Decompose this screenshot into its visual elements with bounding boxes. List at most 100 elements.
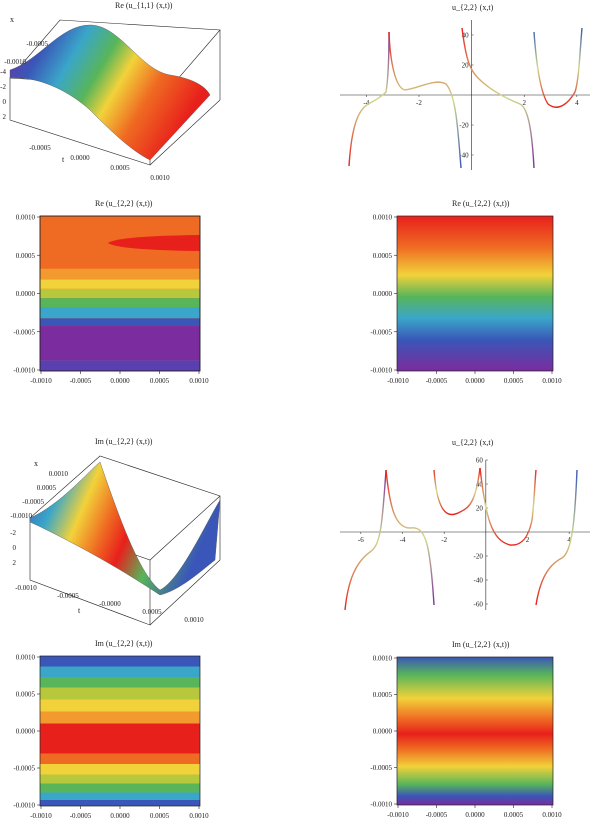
panel-6-branch-c — [433, 467, 481, 516]
panel-1-ztick-label: -4 — [0, 68, 6, 76]
panel-7-ytick-label: 0.0005 — [16, 691, 36, 699]
panel-4-title: Re (u_{2,2} (x,t)) — [452, 199, 510, 208]
panel-5-ttick-label: 0.0005 — [142, 608, 162, 616]
panel-3-band — [40, 268, 200, 280]
panel-8-ytick-label: -0.0005 — [370, 764, 392, 772]
panel-3-band — [40, 279, 200, 289]
panel-4-xtick-label: 0.0005 — [504, 377, 524, 385]
panel-3-xtick-label: -0.0010 — [30, 377, 52, 385]
panel-1-ztick-label: 0 — [3, 98, 7, 106]
panel-6-branch-b — [385, 469, 435, 606]
panel-7-ytick-label: 0.0010 — [16, 654, 36, 662]
panel-5-surface — [29, 461, 221, 596]
panel-7-band — [40, 753, 200, 764]
panel-7-band — [40, 666, 200, 677]
panel-7-band — [40, 800, 200, 806]
panel-2-xtick-label: -2 — [416, 99, 422, 107]
panel-7-title: Im (u_{2,2} (x,t)) — [95, 639, 153, 648]
panel-1-title: Re (u_{1,1} (x,t)) — [115, 1, 173, 10]
panel-3-title: Re (u_{2,2} (x,t)) — [95, 199, 153, 208]
panel-3-band — [40, 307, 200, 319]
panel-4-ytick-label: 0.0010 — [373, 214, 393, 222]
panel-5-t-axis-label: t — [78, 606, 81, 615]
panel-7-xtick-label: 0.0000 — [110, 812, 130, 820]
panel-4-xtick-label: 0.0010 — [542, 377, 562, 385]
panel-6-xtick-label: 4 — [567, 536, 571, 544]
panel-2-xtick-label: -4 — [363, 99, 369, 107]
panel-7-xtick-label: -0.0010 — [30, 812, 52, 820]
panel-2-ytick-label: -40 — [459, 152, 469, 160]
panel-1-xtick-label: -0.0005 — [26, 40, 48, 48]
panel-7-band — [40, 723, 200, 754]
panel-8-ytick-label: 0.0000 — [373, 728, 393, 736]
panel-6-ytick-label: 40 — [476, 481, 484, 489]
panel-5-ztick-label: -2 — [10, 529, 16, 537]
panel-6-ytick-label: -40 — [473, 577, 483, 585]
panel-8-ytick-label: 0.0005 — [373, 691, 393, 699]
panel-7-band — [40, 792, 200, 800]
panel-4-xtick-label: 0.0000 — [465, 377, 485, 385]
panel-1-ttick-label: 0.0005 — [110, 164, 130, 172]
panel-3-xtick-label: 0.0010 — [189, 377, 209, 385]
panel-2-branch-a — [348, 31, 390, 167]
panel-2-xtick-label: 2 — [522, 99, 526, 107]
panel-3-ytick-label: -0.0005 — [13, 328, 35, 336]
panel-5-title: Im (u_{2,2} (x,t)) — [95, 437, 153, 446]
panel-8-ytick-label: -0.0010 — [370, 801, 392, 809]
panel-3-band — [40, 360, 200, 371]
panel-5-ztick-label: 0 — [13, 544, 17, 552]
panel-2-branch-c — [461, 27, 535, 169]
panel-2-xtick-label: 4 — [575, 99, 579, 107]
panel-1-x-axis-label: x — [10, 15, 14, 24]
panel-6-title: u_{2,2} (x,t) — [452, 438, 494, 447]
panel-7-xtick-label: -0.0005 — [70, 812, 92, 820]
panel-7-band — [40, 687, 200, 700]
panel-8-title: Im (u_{2,2} (x,t)) — [452, 640, 510, 649]
panel-6-ytick-label: 20 — [476, 505, 484, 513]
panel-7-xtick-label: 0.0005 — [150, 812, 170, 820]
panel-6-branch-d — [479, 467, 537, 546]
panel-7-ytick-label: 0.0000 — [16, 728, 36, 736]
panel-8-xtick-label: 0.0000 — [465, 811, 485, 819]
panel-5-xtick-label: 0.0010 — [49, 470, 69, 478]
panel-3-ytick-label: -0.0010 — [13, 367, 35, 375]
panel-6-xtick-label: -4 — [400, 536, 406, 544]
panel-5-box-side — [149, 496, 221, 626]
panel-4-fill — [397, 216, 553, 371]
panel-3-band — [40, 298, 200, 308]
panel-7-band — [40, 711, 200, 724]
panel-4-ytick-label: 0.0005 — [373, 252, 393, 260]
panel-1-xtick-label: -0.0010 — [4, 58, 26, 66]
panel-3-red-lobe — [108, 235, 200, 251]
panel-8-ytick-label: 0.0010 — [373, 655, 393, 663]
panel-2-title: u_{2,2} (x,t) — [452, 3, 494, 12]
panel-7-band — [40, 699, 200, 712]
panel-1-t-axis-label: t — [62, 155, 65, 164]
panel-8-fill — [397, 657, 553, 805]
panel-8-xtick-label: -0.0005 — [426, 811, 448, 819]
panel-5-xtick-label: -0.0005 — [22, 498, 44, 506]
panel-6-branch-e — [535, 469, 578, 606]
panel-3-xtick-label: -0.0005 — [70, 377, 92, 385]
panel-7-ytick-label: -0.0005 — [13, 765, 35, 773]
panel-6-ytick-label: 60 — [476, 457, 484, 465]
panel-3-frame-top — [39, 215, 201, 372]
panel-4-ytick-label: 0.0000 — [373, 290, 393, 298]
panel-7-band — [40, 783, 200, 793]
panel-6-ytick-label: -20 — [473, 553, 483, 561]
panel-7-band — [40, 677, 200, 688]
panel-1-ttick-label: 0.0000 — [70, 154, 90, 162]
panel-1-box-side — [149, 30, 221, 166]
panel-6-xtick-label: -6 — [358, 536, 364, 544]
panel-6-xtick-label: 2 — [526, 536, 530, 544]
panel-8-xtick-label: 0.0005 — [504, 811, 524, 819]
panel-4-ytick-label: -0.0010 — [370, 367, 392, 375]
panel-5-ttick-label: -0.0005 — [57, 592, 79, 600]
panel-3-band — [40, 288, 200, 299]
panel-5-xtick-label: 0.0005 — [37, 484, 57, 492]
panel-5-box-front — [29, 518, 151, 626]
panel-3-ytick-label: 0.0005 — [16, 252, 36, 260]
panel-2-branch-d — [533, 27, 583, 108]
panel-5-ttick-label: 0.0010 — [184, 616, 204, 624]
